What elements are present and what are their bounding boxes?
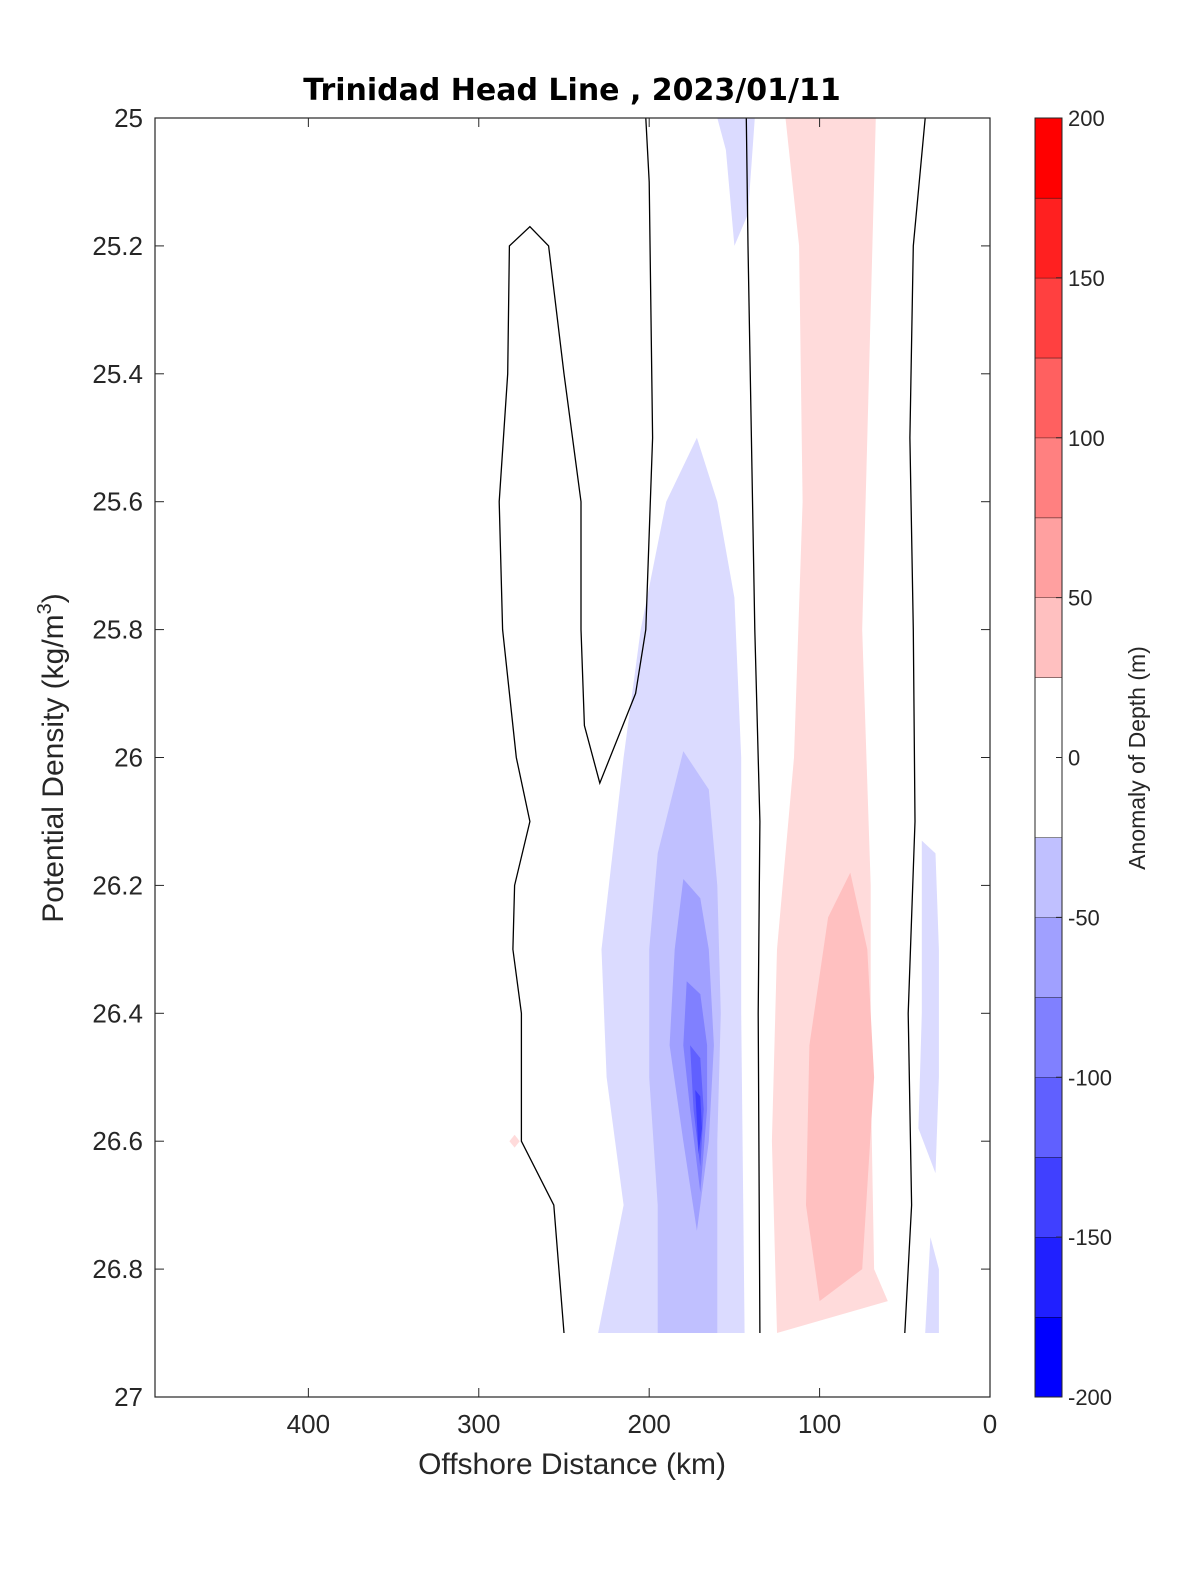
colorbar-tick-label: -150 xyxy=(1068,1225,1112,1250)
x-axis-label: Offshore Distance (km) xyxy=(418,1448,726,1481)
y-tick-label: 26.4 xyxy=(92,998,143,1028)
contour-region-3 xyxy=(925,1237,939,1333)
contour-line-2 xyxy=(904,117,926,1334)
colorbar-band xyxy=(1035,1157,1062,1238)
contour-region-11 xyxy=(806,872,875,1302)
contour-line-0 xyxy=(498,117,654,1334)
colorbar-bands xyxy=(1035,117,1062,1397)
colorbar-band xyxy=(1035,1317,1062,1397)
colorbar-label: Anomaly of Depth (m) xyxy=(1124,646,1150,870)
colorbar-tick-label: 0 xyxy=(1068,746,1080,771)
x-tick-label: 400 xyxy=(287,1409,330,1439)
y-tick-label: 27 xyxy=(114,1382,143,1412)
colorbar: 200 150 100 50 0 -50 -100 -150 -200 Anomaly of D… xyxy=(1034,106,1150,1410)
y-tick-label: 25.4 xyxy=(92,359,143,389)
filled-contours xyxy=(509,118,939,1333)
colorbar-band xyxy=(1035,357,1062,438)
y-tick-label: 26.6 xyxy=(92,1126,143,1156)
y-tick-label: 26.8 xyxy=(92,1254,143,1284)
contour-region-8 xyxy=(695,1090,702,1154)
colorbar-tick-label: 200 xyxy=(1068,106,1105,131)
y-tick-label: 25.2 xyxy=(92,231,143,261)
y-axis-label-main: Potential Density (kg/m xyxy=(37,614,70,922)
plot-area: 400 300 200 100 0 25 25.2 25.4 25.6 25.8 26 26.2 26… xyxy=(92,103,997,1439)
contour-region-2 xyxy=(918,840,939,1174)
colorbar-ticks: 200 150 100 50 0 -50 -100 -150 -200 xyxy=(1056,106,1112,1410)
colorbar-band xyxy=(1035,1237,1062,1318)
zero-contour-lines xyxy=(498,117,926,1334)
y-axis-label: Potential Density (kg/m3) xyxy=(34,593,70,923)
y-tick-label: 25.6 xyxy=(92,487,143,517)
colorbar-tick-label: 50 xyxy=(1068,586,1092,611)
colorbar-tick-label: 100 xyxy=(1068,426,1105,451)
y-tick-label: 26 xyxy=(114,743,143,773)
chart-title: Trinidad Head Line , 2023/01/11 xyxy=(303,73,840,108)
y-axis-ticks: 25 25.2 25.4 25.6 25.8 26 26.2 26.4 26.6 26.8 27 xyxy=(92,103,990,1412)
colorbar-tick-label: -50 xyxy=(1068,905,1100,930)
y-tick-label: 25 xyxy=(114,103,143,133)
x-tick-label: 100 xyxy=(798,1409,841,1439)
colorbar-band xyxy=(1035,277,1062,358)
colorbar-band xyxy=(1035,517,1062,598)
y-axis-label-superscript: 3 xyxy=(34,603,56,614)
colorbar-band xyxy=(1035,917,1062,998)
contour-line-1 xyxy=(745,117,761,1334)
colorbar-tick-label: 150 xyxy=(1068,266,1105,291)
colorbar-band xyxy=(1035,118,1062,198)
y-axis-label-close: ) xyxy=(37,593,70,603)
contour-region-0 xyxy=(717,118,755,246)
x-axis-ticks: 400 300 200 100 0 xyxy=(287,118,997,1439)
colorbar-band xyxy=(1035,197,1062,278)
contour-region-10 xyxy=(509,1134,520,1148)
y-tick-label: 25.8 xyxy=(92,615,143,645)
colorbar-tick-label: -100 xyxy=(1068,1065,1112,1090)
x-tick-label: 0 xyxy=(983,1409,997,1439)
colorbar-band xyxy=(1035,837,1062,918)
colorbar-band xyxy=(1035,437,1062,518)
colorbar-band xyxy=(1035,1077,1062,1158)
y-tick-label: 26.2 xyxy=(92,870,143,900)
colorbar-band xyxy=(1035,597,1062,678)
colorbar-band xyxy=(1035,997,1062,1078)
x-tick-label: 200 xyxy=(627,1409,670,1439)
x-tick-label: 300 xyxy=(457,1409,500,1439)
colorbar-tick-label: -200 xyxy=(1068,1385,1112,1410)
